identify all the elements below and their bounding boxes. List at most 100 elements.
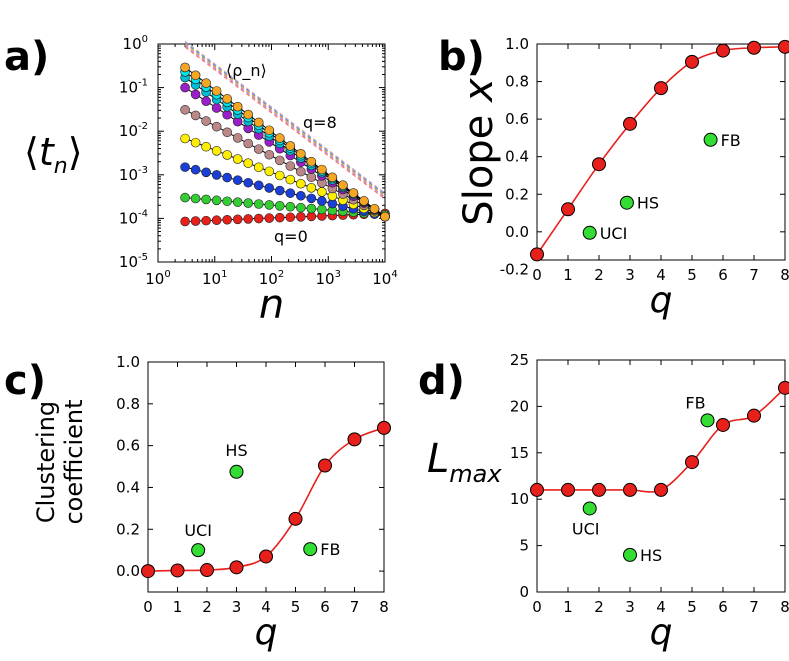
- x-axis-title: q: [255, 612, 278, 653]
- series-point-q8: [211, 86, 222, 96]
- series-point-q8: [201, 78, 211, 88]
- y-axis-title-close: ⟩: [68, 130, 83, 174]
- panel-a: a)100 101 102 103 10410010-110-210-310-410-5…: [4, 34, 398, 328]
- series-point: [318, 458, 332, 473]
- dataset-label: HS: [637, 194, 659, 213]
- y-tick-exp: -5: [138, 252, 148, 263]
- y-tick-exp: 0: [142, 34, 148, 45]
- series-point-q8: [306, 156, 317, 167]
- series-point: [200, 563, 214, 578]
- series-point-q2: [201, 167, 211, 178]
- y-axis-title: ⟨tn⟩: [24, 130, 83, 179]
- series-point-q8: [222, 94, 232, 104]
- series-point: [685, 455, 699, 470]
- series-point-q2: [285, 188, 296, 198]
- series-point-q5: [180, 82, 190, 93]
- x-tick-exp: 1: [221, 269, 227, 280]
- series-point-q1: [306, 203, 317, 214]
- series-point-q2: [264, 183, 275, 193]
- series-point-q8: [274, 133, 285, 143]
- series-point-q5: [211, 103, 222, 113]
- dataset-label: HS: [640, 546, 662, 565]
- y-tick-base: 10: [119, 79, 138, 97]
- q8-annotation: q=8: [303, 113, 337, 132]
- x-tick-label: 7: [749, 266, 759, 284]
- series-point-q2: [211, 170, 222, 180]
- dataset-label: UCI: [184, 521, 212, 540]
- series-point: [229, 560, 244, 575]
- series-point: [778, 39, 789, 54]
- series-point-q4: [243, 138, 254, 149]
- x-tick-label: 7: [350, 598, 360, 616]
- y-tick-label: 0.8: [505, 73, 529, 91]
- x-tick-label: 7: [749, 598, 759, 616]
- y-tick-label: 10-4: [119, 208, 148, 227]
- y-tick-label: 0: [519, 583, 529, 601]
- x-tick-label: 1: [563, 598, 573, 616]
- x-tick-exp: 2: [278, 269, 284, 280]
- series-point: [170, 563, 185, 578]
- y-tick-label: 1.0: [505, 35, 529, 53]
- series-point-q4: [296, 166, 306, 177]
- y-tick-label: 0.0: [505, 223, 529, 241]
- series-point-q1: [317, 204, 327, 215]
- x-tick-label: 3: [625, 266, 635, 284]
- x-tick-base: 10: [145, 270, 164, 288]
- series-point-q8: [180, 62, 190, 73]
- y-axis-title: Slope x: [456, 78, 502, 226]
- series-point-q8: [348, 188, 359, 198]
- y-tick-label: 10-1: [119, 78, 148, 97]
- x-tick-label: 5: [291, 598, 301, 616]
- series-point-q3: [306, 183, 317, 193]
- series-point: [778, 380, 789, 395]
- series-point: [347, 432, 362, 447]
- series-point-q8: [243, 109, 254, 120]
- x-tick-label: 3: [625, 598, 635, 616]
- series-point-q2: [274, 185, 285, 196]
- series-point-q4: [274, 155, 285, 166]
- series-point-q1: [296, 202, 306, 213]
- series-point-q4: [190, 110, 201, 121]
- x-tick-label: 100: [145, 269, 170, 288]
- series-point-q4: [264, 149, 275, 160]
- series-point-q5: [190, 89, 201, 100]
- y-tick-label: 10-2: [119, 121, 148, 140]
- series-point-q3: [222, 150, 232, 160]
- panel-label: d): [418, 358, 465, 404]
- panel-label: b): [438, 34, 485, 80]
- y-axis-title-open: ⟨: [24, 130, 39, 174]
- dataset-point: [619, 195, 634, 210]
- series-point: [716, 417, 730, 432]
- series-point-q4: [180, 104, 190, 115]
- x-tick-label: 3: [232, 598, 242, 616]
- series-point-q2: [243, 177, 254, 188]
- y-axis-title-var: t: [39, 130, 56, 174]
- series-point-q8: [359, 196, 369, 206]
- x-tick-label: 2: [202, 598, 212, 616]
- x-tick-label: 0: [532, 598, 542, 616]
- y-axis-title-line1: Clustering: [32, 401, 60, 523]
- dataset-label: UCI: [600, 224, 628, 243]
- panel-d: d) 0 1 2 3 4 5 6 7 8 0 5 10 15 20 25 q UCI HS FB Lmax: [418, 351, 789, 653]
- x-tick-label: 8: [780, 266, 789, 284]
- series-point-q1: [232, 197, 243, 207]
- series-point-q3: [285, 174, 296, 185]
- series-point-q0: [190, 216, 201, 226]
- series-point: [747, 408, 761, 423]
- series-point-q2: [253, 180, 264, 191]
- x-tick-label: 6: [718, 266, 728, 284]
- y-tick-base: 10: [119, 122, 138, 140]
- y-tick-exp: -2: [138, 121, 148, 132]
- series-point-q2: [232, 175, 243, 185]
- dataset-label: FB: [721, 131, 741, 150]
- x-tick-label: 5: [687, 266, 697, 284]
- x-tick-label: 4: [656, 598, 666, 616]
- series-point-q4: [306, 172, 317, 183]
- reference-line: [184, 40, 386, 194]
- dataset-point: [191, 543, 206, 558]
- series-point-q0: [243, 214, 254, 224]
- y-tick-label: 0.8: [116, 395, 140, 413]
- x-tick-exp: 3: [335, 269, 341, 280]
- x-tick-label: 2: [594, 266, 604, 284]
